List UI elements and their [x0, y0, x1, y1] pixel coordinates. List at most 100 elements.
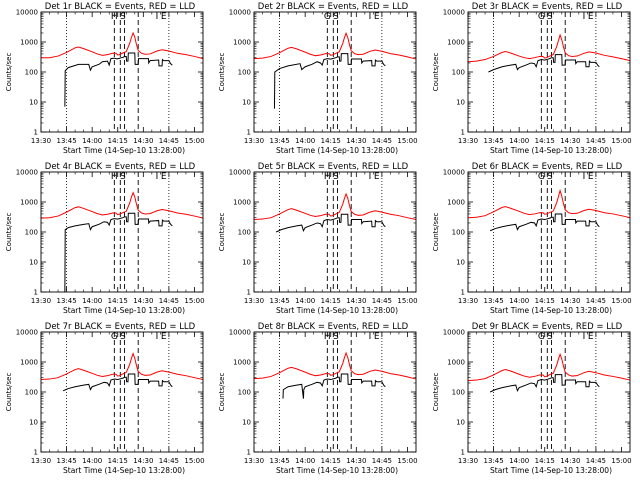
x-tick-label: 15:00	[184, 297, 204, 305]
series-line-lld	[40, 352, 204, 381]
y-tick-label: 1	[34, 129, 38, 137]
y-tick-label: 1000	[20, 359, 38, 367]
chart-panel-8: Det 8r BLACK = Events, RED = LLD Counts/s…	[218, 322, 418, 475]
y-tick-label: 1000	[20, 39, 38, 47]
y-tick-label: 1000	[233, 359, 251, 367]
time-marker-label: I	[583, 172, 586, 182]
x-tick-label: 13:30	[458, 137, 478, 145]
y-tick-label: 10000	[16, 9, 38, 17]
x-tick-label: 13:45	[56, 137, 76, 145]
series-line-lld	[253, 192, 417, 221]
y-tick-label: 10	[242, 99, 251, 107]
x-tick-label: 14:45	[586, 297, 606, 305]
series-line-lld	[253, 31, 417, 60]
y-tick-label: 10	[29, 419, 38, 427]
y-tick-label: 10000	[443, 329, 465, 337]
y-tick-label: 100	[238, 229, 251, 237]
x-tick-label: 13:45	[483, 457, 503, 465]
series-line-events	[282, 373, 386, 399]
time-marker-label: I	[369, 172, 372, 182]
x-tick-label: 14:30	[133, 457, 153, 465]
x-tick-label: 13:45	[56, 457, 76, 465]
x-tick-label: 14:30	[133, 137, 153, 145]
x-tick-label: 14:45	[586, 137, 606, 145]
plot-frame	[40, 171, 204, 293]
x-axis-label: Start Time (14-Sep-10 13:28:00)	[63, 466, 185, 475]
time-marker-label: I	[583, 332, 586, 342]
chart-panel-1: Det 1r BLACK = Events, RED = LLD Counts/s…	[5, 2, 205, 155]
time-marker-label: E	[374, 172, 380, 182]
plot-frame	[40, 331, 204, 453]
x-tick-label: 14:15	[108, 297, 128, 305]
x-tick-label: 13:45	[483, 137, 503, 145]
x-tick-label: 13:45	[269, 137, 289, 145]
y-tick-label: 1	[34, 289, 38, 297]
time-marker-label: E	[374, 12, 380, 22]
y-axis-label: Counts/sec	[5, 53, 13, 92]
x-tick-label: 14:00	[509, 137, 529, 145]
time-marker-label: S	[547, 172, 553, 182]
y-tick-label: 10000	[229, 169, 251, 177]
x-tick-label: 13:30	[244, 457, 264, 465]
x-tick-label: 13:45	[56, 297, 76, 305]
chart-panel-6: Det 6r BLACK = Events, RED = LLD Counts/s…	[432, 162, 632, 315]
y-tick-label: 100	[452, 229, 465, 237]
series-line-events	[489, 374, 600, 393]
chart-panel-3: Det 3r BLACK = Events, RED = LLD Counts/s…	[432, 2, 632, 155]
time-marker-label: E	[588, 12, 594, 22]
y-tick-label: 10	[242, 259, 251, 267]
x-tick-label: 14:15	[321, 137, 341, 145]
x-tick-label: 13:45	[269, 297, 289, 305]
series-line-events	[489, 213, 600, 232]
series-line-lld	[467, 33, 631, 63]
chart-title: Det 4r BLACK = Events, RED = LLD	[45, 162, 196, 172]
time-marker-label: G	[538, 12, 545, 22]
x-tick-label: 14:00	[295, 297, 315, 305]
x-tick-label: 13:45	[269, 457, 289, 465]
x-tick-label: 14:30	[560, 457, 580, 465]
series-line-lld	[41, 31, 204, 60]
x-axis-label: Start Time (14-Sep-10 13:28:00)	[63, 146, 185, 155]
y-tick-label: 1000	[447, 359, 465, 367]
time-marker-label: I	[369, 332, 372, 342]
chart-title: Det 9r BLACK = Events, RED = LLD	[472, 322, 623, 332]
y-tick-label: 10	[29, 259, 38, 267]
y-tick-label: 100	[25, 229, 38, 237]
y-axis-label: Counts/sec	[5, 213, 13, 252]
x-tick-label: 14:15	[108, 137, 128, 145]
x-axis-label: Start Time (14-Sep-10 13:28:00)	[490, 146, 612, 155]
x-tick-label: 13:30	[31, 297, 51, 305]
y-tick-label: 10000	[229, 9, 251, 17]
time-marker-label: I	[156, 12, 159, 22]
y-tick-label: 1000	[20, 199, 38, 207]
time-marker-label: G	[324, 12, 331, 22]
series-line-events	[64, 212, 173, 293]
y-tick-label: 10	[242, 419, 251, 427]
y-axis-label: Counts/sec	[432, 53, 440, 92]
series-line-events	[488, 54, 600, 73]
x-tick-label: 13:45	[483, 297, 503, 305]
y-tick-label: 10000	[16, 169, 38, 177]
x-tick-label: 15:00	[611, 297, 631, 305]
series-line-events	[64, 52, 173, 107]
plot-frame	[253, 171, 417, 293]
y-tick-label: 10	[29, 99, 38, 107]
y-tick-label: 100	[452, 389, 465, 397]
chart-title: Det 6r BLACK = Events, RED = LLD	[472, 162, 623, 172]
time-marker-label: E	[161, 172, 167, 182]
plot-frame	[253, 11, 417, 133]
series-line-lld	[40, 191, 204, 219]
chart-title: Det 3r BLACK = Events, RED = LLD	[472, 2, 623, 12]
chart-title: Det 1r BLACK = Events, RED = LLD	[45, 2, 196, 12]
y-tick-label: 100	[238, 389, 251, 397]
chart-title: Det 5r BLACK = Events, RED = LLD	[258, 162, 409, 172]
x-axis-label: Start Time (14-Sep-10 13:28:00)	[276, 146, 398, 155]
chart-panel-4: Det 4r BLACK = Events, RED = LLD Counts/s…	[5, 162, 205, 315]
x-tick-label: 15:00	[184, 137, 204, 145]
time-marker-label: E	[588, 172, 594, 182]
y-tick-label: 100	[25, 389, 38, 397]
time-marker-label: S	[120, 172, 126, 182]
x-tick-label: 14:00	[509, 297, 529, 305]
time-marker-label: H	[111, 172, 118, 182]
